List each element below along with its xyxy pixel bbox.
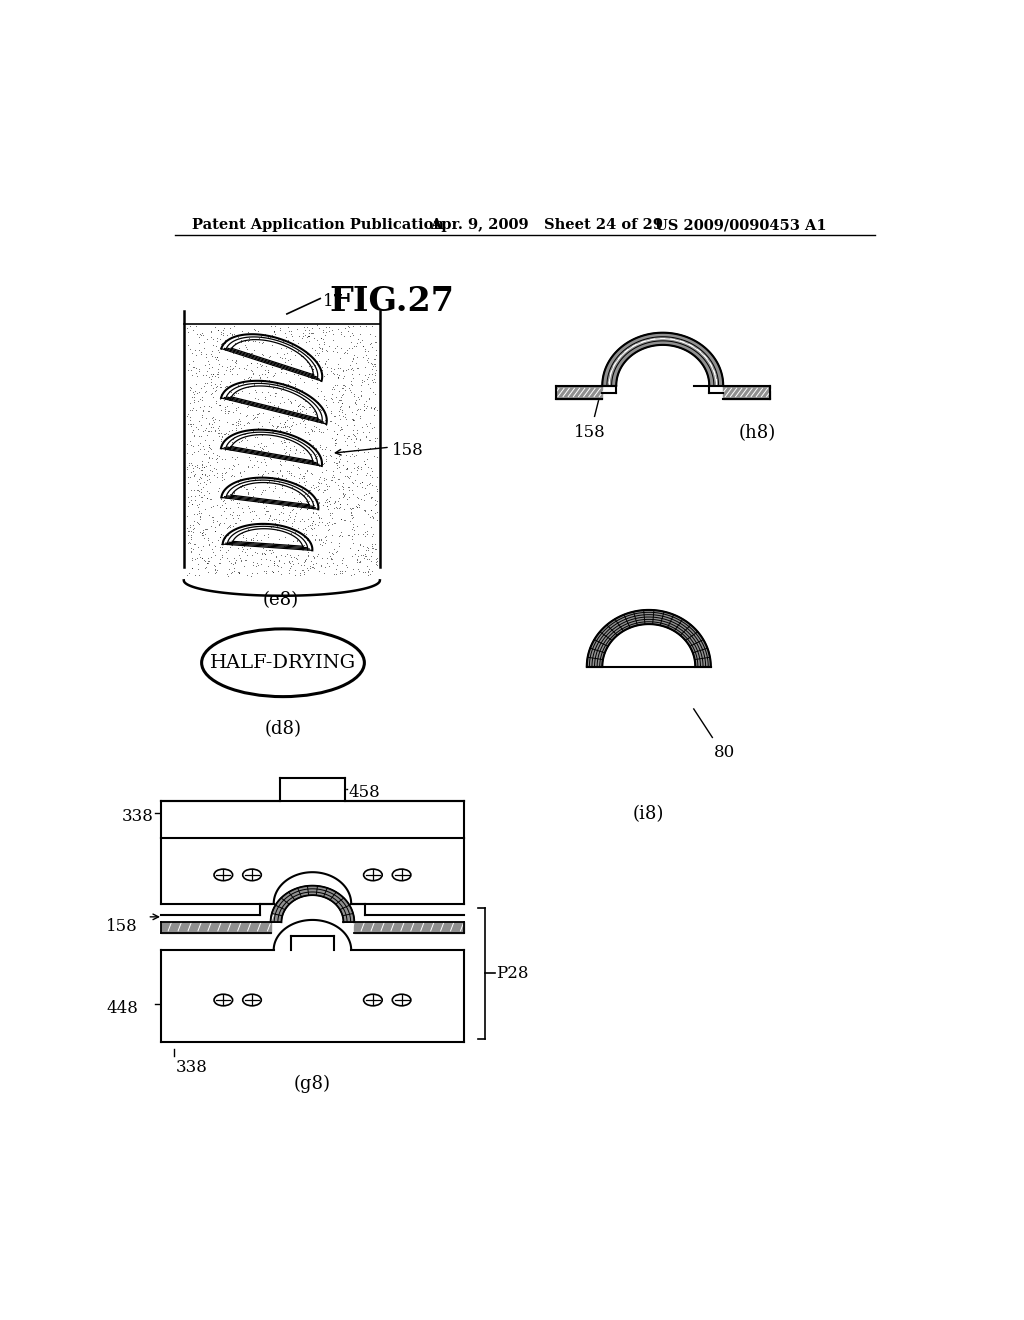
Polygon shape [291,936,334,950]
Text: HALF-DRYING: HALF-DRYING [210,653,356,672]
Polygon shape [354,923,464,933]
Text: 338: 338 [175,1059,207,1076]
Polygon shape [270,886,354,923]
Text: (e8): (e8) [262,591,299,609]
Text: FIG.27: FIG.27 [329,285,454,318]
Polygon shape [162,801,464,838]
Text: (i8): (i8) [633,805,665,824]
Text: 158: 158 [391,442,423,459]
Polygon shape [723,385,770,400]
Polygon shape [280,779,345,801]
Text: 458: 458 [349,784,381,801]
Text: Patent Application Publication: Patent Application Publication [191,218,443,232]
Polygon shape [556,385,602,400]
Polygon shape [162,838,464,904]
Text: 80: 80 [714,743,735,760]
Text: 158: 158 [573,424,605,441]
Text: P28: P28 [496,965,528,982]
Text: (d8): (d8) [264,721,301,738]
Polygon shape [162,950,464,1043]
Polygon shape [587,610,711,667]
Text: 338: 338 [122,808,154,825]
Polygon shape [162,923,270,933]
Text: Apr. 9, 2009   Sheet 24 of 29: Apr. 9, 2009 Sheet 24 of 29 [430,218,664,232]
Polygon shape [602,333,723,385]
Text: (h8): (h8) [738,424,776,442]
Text: (g8): (g8) [294,1074,331,1093]
Text: 17: 17 [324,293,344,310]
Text: 448: 448 [106,1001,138,1016]
Text: 158: 158 [106,919,138,936]
Text: US 2009/0090453 A1: US 2009/0090453 A1 [655,218,826,232]
